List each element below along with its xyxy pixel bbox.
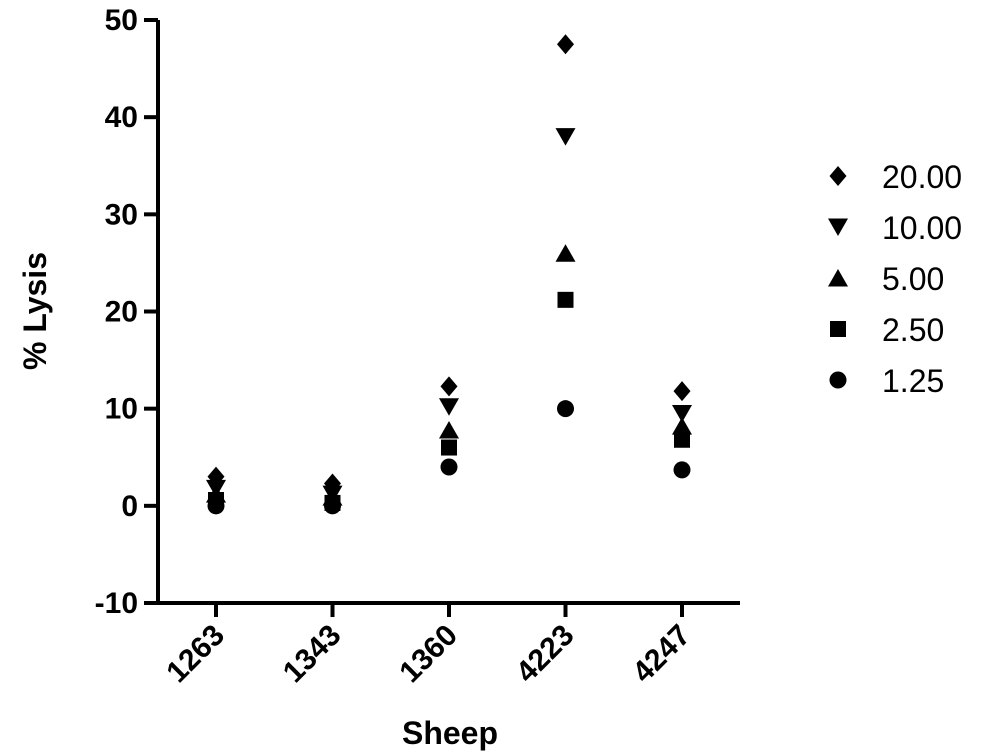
legend-label: 5.00 [882, 261, 944, 297]
y-tick-label: -10 [95, 587, 138, 620]
legend-label: 10.00 [882, 210, 962, 246]
legend-marker [829, 371, 847, 389]
legend-label: 1.25 [882, 363, 944, 399]
data-point [439, 421, 459, 439]
x-tick-label: 1343 [277, 619, 348, 690]
x-tick-label: 1360 [393, 619, 464, 690]
data-point [673, 461, 691, 479]
data-point [440, 458, 458, 476]
data-point [674, 431, 690, 448]
data-point [673, 381, 691, 402]
data-points [206, 34, 692, 515]
y-tick-label: 10 [105, 393, 138, 426]
data-point [439, 398, 459, 416]
data-point [441, 439, 457, 456]
x-axis: 1263 1343 1360 4223 4247 [158, 601, 740, 690]
data-point [555, 128, 576, 146]
x-axis-title: Sheep [402, 715, 498, 751]
data-point [440, 376, 458, 397]
data-point [557, 34, 574, 55]
legend-marker [828, 269, 848, 287]
legend-marker [828, 218, 848, 236]
y-axis: -10 0 10 20 30 40 50 [95, 4, 160, 620]
data-point [672, 417, 692, 435]
x-tick-label: 4247 [626, 619, 697, 690]
legend-label: 2.50 [882, 312, 944, 348]
y-tick-label: 0 [121, 490, 138, 523]
y-tick-label: 40 [105, 101, 138, 134]
x-tick-label: 4223 [510, 619, 581, 690]
legend-label: 20.00 [882, 159, 962, 195]
data-point [207, 497, 225, 515]
y-tick-label: 50 [105, 4, 138, 37]
data-point [557, 400, 574, 418]
legend: 20.00 10.00 5.00 2.50 1.25 [828, 159, 962, 399]
y-tick-label: 30 [105, 198, 138, 231]
data-point [324, 497, 341, 515]
data-point [555, 244, 576, 262]
legend-marker [830, 321, 846, 337]
data-point [557, 291, 574, 308]
legend-marker [829, 166, 847, 186]
x-tick-label: 1263 [160, 619, 231, 690]
y-axis-title: % Lysis [17, 252, 53, 370]
y-tick-label: 20 [105, 296, 138, 329]
data-point [672, 405, 692, 423]
